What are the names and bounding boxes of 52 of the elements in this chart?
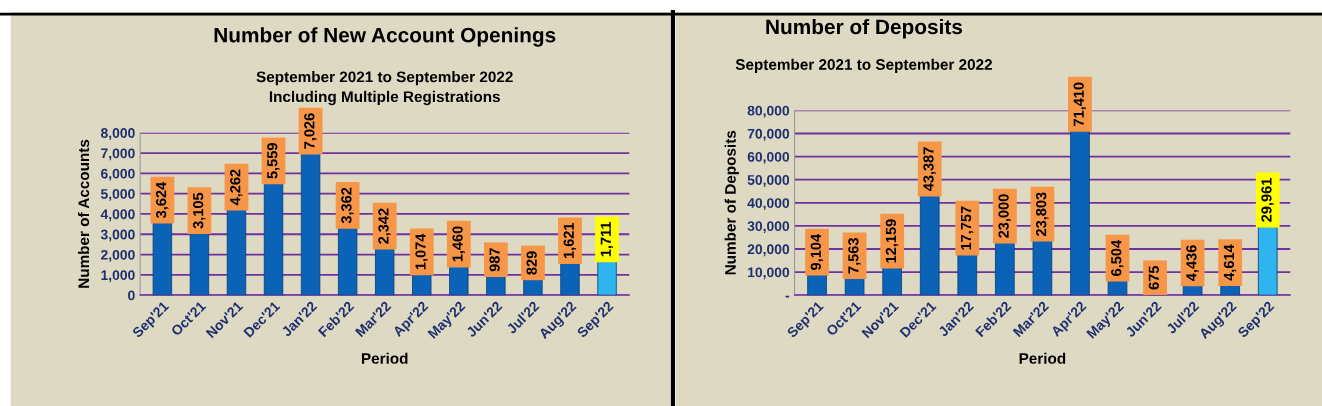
y-tick-label: 7,000: [101, 148, 135, 161]
data-label: 12,159: [885, 219, 899, 263]
y-tick-label: 80,000: [747, 105, 790, 118]
data-label: 3,624: [155, 181, 169, 219]
data-label: 675: [1148, 265, 1159, 290]
data-label: 1,460: [452, 226, 465, 262]
chart-title: Number of New Account Openings: [214, 27, 556, 47]
x-axis-title: Period: [361, 352, 408, 364]
y-tick-label: 1,000: [101, 270, 135, 283]
data-label: 6,504: [1111, 240, 1124, 276]
data-label: 1,621: [563, 222, 577, 259]
data-label: 4,262: [230, 169, 243, 206]
chart-subtitle: September 2021 to September 2022 Including Multiple Registrations: [256, 71, 513, 106]
y-tick-label: -: [785, 295, 790, 298]
y-tick-label: 40,000: [747, 198, 790, 210]
y-tick-label: 10,000: [748, 267, 790, 280]
data-label: 43,387: [923, 147, 936, 192]
y-tick-label: 0: [128, 290, 135, 301]
data-label: 829: [526, 251, 537, 275]
data-label: 5,559: [267, 143, 280, 179]
data-label: 7,026: [304, 113, 317, 149]
data-label: 4,614: [1223, 244, 1237, 281]
data-label: 3,105: [193, 192, 206, 229]
chart-title: Number of Deposits: [766, 18, 963, 39]
y-tick-label: 30,000: [747, 221, 790, 234]
y-tick-label: 50,000: [747, 175, 790, 187]
data-label: 4,436: [1186, 245, 1199, 281]
y-axis-title: Number of Accounts: [77, 139, 90, 288]
data-label: 7,563: [848, 238, 861, 274]
data-label: 9,104: [810, 234, 824, 270]
y-tick-label: 60,000: [747, 151, 790, 164]
y-tick-label: 6,000: [101, 168, 135, 181]
y-tick-label: 2,000: [101, 249, 135, 262]
y-tick-label: 20,000: [747, 244, 790, 257]
data-label: 3,362: [341, 187, 354, 224]
y-tick-label: 70,000: [747, 128, 790, 141]
data-label: 23,803: [1035, 192, 1049, 236]
chart-subtitle: September 2021 to September 2022: [735, 58, 992, 73]
y-tick-label: 8,000: [100, 128, 135, 140]
x-axis-title: Period: [1019, 352, 1066, 364]
data-label: 17,757: [961, 206, 974, 250]
y-tick-label: 4,000: [100, 209, 135, 222]
data-label: 23,000: [998, 194, 1011, 238]
data-label: 2,342: [378, 208, 391, 244]
data-label: 1,074: [415, 233, 428, 270]
data-label: 71,410: [1073, 82, 1086, 126]
data-label: 987: [489, 248, 500, 272]
data-label: 1,711: [600, 221, 614, 257]
y-axis-title: Number of Deposits: [724, 130, 739, 275]
y-tick-label: 5,000: [100, 189, 135, 201]
y-tick-label: 3,000: [100, 229, 135, 242]
data-label: 29,961: [1261, 178, 1274, 222]
